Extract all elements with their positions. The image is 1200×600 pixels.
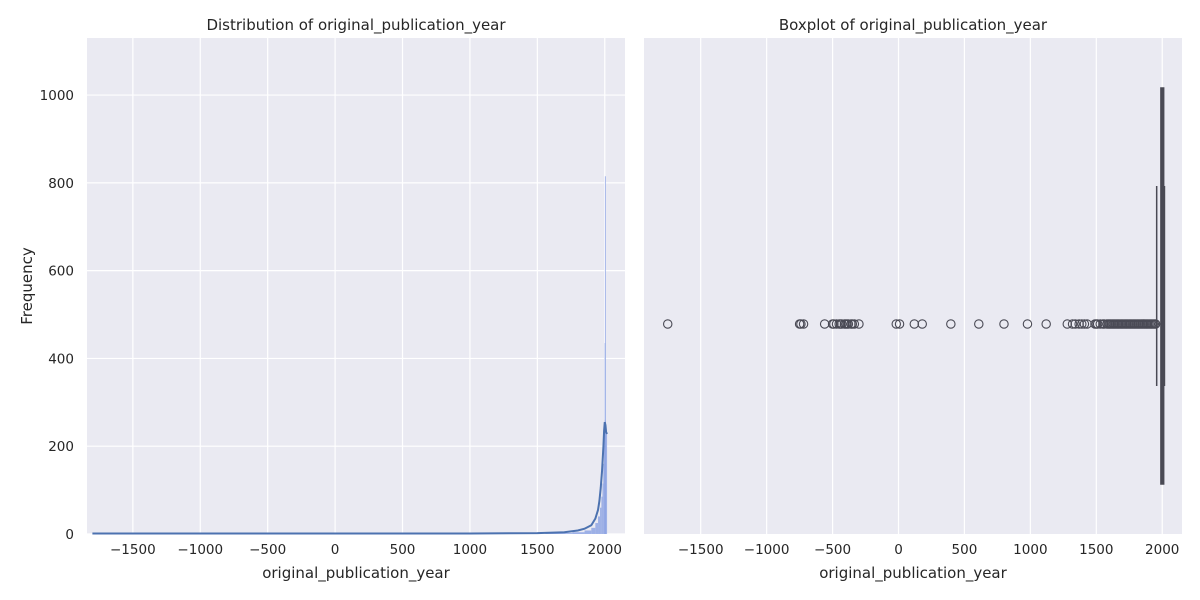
histogram-y-axis-label: Frequency bbox=[18, 247, 36, 325]
boxplot-outlier-point bbox=[974, 319, 984, 329]
histogram-bars bbox=[545, 176, 608, 534]
histogram-title: Distribution of original_publication_yea… bbox=[206, 16, 506, 35]
histogram-x-tick-label: −1000 bbox=[177, 542, 223, 558]
histogram-bar bbox=[584, 530, 592, 534]
boxplot-x-tick-label: 500 bbox=[952, 542, 978, 558]
histogram-y-tick-label: 200 bbox=[48, 439, 74, 455]
histogram-bar bbox=[605, 426, 606, 534]
boxplot-outlier-point bbox=[796, 319, 806, 329]
boxplot-outlier-point bbox=[891, 319, 902, 329]
boxplot-outlier-point bbox=[1079, 319, 1090, 329]
histogram-bar bbox=[605, 433, 608, 534]
histogram-x-tick-label: −1500 bbox=[110, 542, 156, 558]
boxplot-outlier-point bbox=[1070, 319, 1080, 329]
histogram-bar bbox=[601, 496, 603, 534]
boxplot-x-tick-label: 2000 bbox=[1145, 542, 1179, 558]
histogram-x-axis-label: original_publication_year bbox=[262, 564, 450, 583]
histogram-x-tick-label: 500 bbox=[390, 542, 416, 558]
histogram-y-tick-labels: 0 200 400 600 800 1000 bbox=[40, 88, 74, 543]
histogram-bar bbox=[595, 523, 599, 534]
boxplot-outlier-point bbox=[946, 319, 956, 329]
histogram-bar bbox=[572, 532, 585, 534]
boxplot-x-tick-label: 1500 bbox=[1079, 542, 1113, 558]
boxplot-outlier-point bbox=[798, 319, 809, 329]
boxplot-title: Boxplot of original_publication_year bbox=[779, 16, 1048, 35]
histogram-y-tick-label: 600 bbox=[48, 264, 74, 280]
boxplot-box bbox=[1155, 87, 1166, 485]
boxplot-x-tick-label: 1000 bbox=[1013, 542, 1047, 558]
histogram-bar bbox=[591, 527, 596, 534]
histogram-bar bbox=[603, 463, 605, 534]
boxplot-panel: −1500 −1000 −500 0 500 1000 1500 2000 Boxplot o… bbox=[644, 16, 1182, 583]
boxplot-outlier-point bbox=[662, 319, 673, 329]
kde-curve bbox=[92, 421, 608, 535]
histogram-bar bbox=[600, 507, 602, 534]
boxplot-outlier-point bbox=[1067, 319, 1078, 329]
histogram-x-tick-label: −500 bbox=[249, 542, 286, 558]
boxplot-outlier-point bbox=[837, 319, 847, 329]
histogram-bar bbox=[604, 176, 606, 534]
boxplot-plot-area bbox=[644, 38, 1182, 534]
histogram-bar bbox=[598, 516, 601, 534]
boxplot-outlier-point bbox=[854, 319, 864, 329]
boxplot-outlier-point bbox=[999, 319, 1009, 329]
boxplot-outlier-point bbox=[1022, 319, 1033, 329]
boxplot-outliers bbox=[662, 319, 1161, 329]
boxplot-gridlines bbox=[700, 38, 1163, 534]
histogram-y-tick-label: 800 bbox=[48, 176, 74, 192]
boxplot-outlier-point bbox=[1077, 319, 1087, 329]
histogram-y-tick-label: 1000 bbox=[40, 88, 74, 104]
boxplot-outlier-point bbox=[843, 319, 854, 329]
histogram-plot-area bbox=[87, 38, 625, 534]
boxplot-x-tick-label: −1500 bbox=[678, 542, 724, 558]
boxplot-x-tick-label: −1000 bbox=[744, 542, 790, 558]
boxplot-outlier-point bbox=[1041, 319, 1051, 329]
boxplot-x-tick-label: 0 bbox=[894, 542, 903, 558]
histogram-y-tick-label: 400 bbox=[48, 351, 74, 367]
boxplot-x-tick-labels: −1500 −1000 −500 0 500 1000 1500 2000 bbox=[678, 542, 1180, 558]
histogram-x-tick-label: 0 bbox=[331, 542, 340, 558]
histogram-panel: −1500 −1000 −500 0 500 1000 1500 2000 0 200 400 60… bbox=[18, 16, 625, 583]
histogram-y-tick-label: 0 bbox=[65, 527, 74, 543]
histogram-gridlines bbox=[87, 38, 625, 535]
histogram-x-tick-label: 2000 bbox=[588, 542, 622, 558]
histogram-x-tick-label: 1500 bbox=[520, 542, 554, 558]
boxplot-outlier-point bbox=[1092, 319, 1103, 329]
boxplot-x-tick-label: −500 bbox=[814, 542, 851, 558]
boxplot-x-axis-label: original_publication_year bbox=[819, 564, 1007, 583]
boxplot-outlier-point bbox=[849, 319, 860, 329]
boxplot-outlier-point bbox=[894, 319, 905, 329]
histogram-bar bbox=[545, 533, 573, 534]
boxplot-outlier-point bbox=[917, 319, 927, 329]
histogram-x-tick-label: 1000 bbox=[453, 542, 487, 558]
histogram-bar bbox=[602, 483, 604, 534]
histogram-x-tick-labels: −1500 −1000 −500 0 500 1000 1500 2000 bbox=[110, 542, 622, 558]
